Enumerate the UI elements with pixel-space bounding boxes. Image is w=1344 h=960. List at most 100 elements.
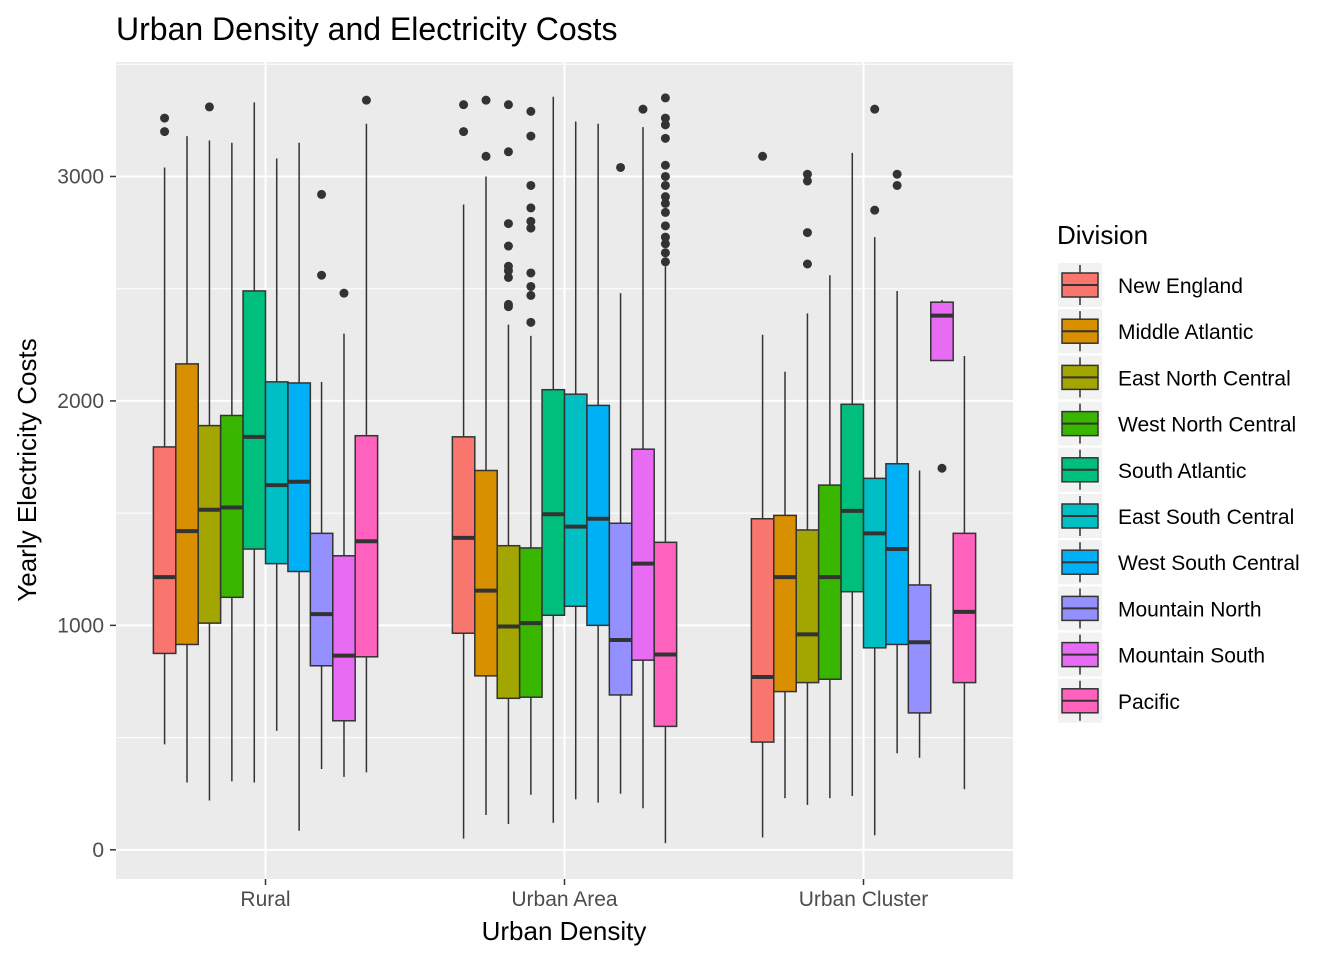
legend-item: South Atlantic: [1058, 447, 1246, 492]
outlier-point: [503, 147, 513, 157]
legend-item: Pacific: [1058, 678, 1180, 723]
x-tick-label: Rural: [240, 888, 290, 911]
legend-label: Mountain North: [1118, 598, 1262, 621]
box-2-8: [930, 299, 954, 473]
box-rect: [332, 555, 356, 722]
box-0-9: [354, 95, 379, 773]
outlier-point: [660, 192, 670, 202]
box-0-3: [219, 142, 244, 782]
legend-label: West South Central: [1118, 552, 1300, 575]
outlier-point: [892, 169, 902, 179]
box-2-7: [907, 470, 932, 758]
outlier-point: [526, 203, 536, 213]
outlier-point: [892, 180, 902, 190]
box-rect: [862, 477, 887, 649]
box-1-0: [451, 100, 476, 839]
x-tick-label: Urban Cluster: [799, 888, 929, 911]
outlier-point: [317, 270, 327, 280]
outlier-point: [937, 463, 947, 473]
chart-title: Urban Density and Electricity Costs: [116, 11, 618, 47]
box-rect: [586, 404, 611, 627]
outlier-point: [758, 151, 768, 161]
outlier-point: [503, 261, 513, 271]
outlier-point: [503, 241, 513, 251]
outlier-point: [160, 113, 170, 123]
box-rect: [451, 436, 476, 634]
outlier-point: [204, 102, 214, 112]
box-rect: [563, 393, 588, 608]
outlier-point: [526, 180, 536, 190]
y-tick-label: 3000: [57, 165, 104, 188]
box-rect: [152, 446, 177, 655]
outlier-point: [339, 288, 349, 298]
outlier-point: [526, 131, 536, 141]
x-axis-title: Urban Density: [482, 916, 647, 946]
outlier-point: [526, 268, 536, 278]
box-1-3: [518, 106, 543, 795]
y-tick-label: 0: [92, 839, 104, 862]
box-2-0: [750, 151, 775, 838]
outlier-point: [802, 259, 812, 269]
outlier-point: [870, 104, 880, 114]
x-axis: Rural Urban Area Urban Cluster: [240, 879, 928, 911]
box-1-7: [608, 162, 633, 794]
box-2-9: [952, 356, 977, 790]
box-1-6: [586, 123, 611, 803]
outlier-point: [660, 207, 670, 217]
outlier-point: [660, 113, 670, 123]
box-1-5: [563, 121, 588, 800]
legend-item: East South Central: [1058, 494, 1294, 538]
outlier-point: [660, 160, 670, 170]
box-2-2: [795, 169, 820, 805]
box-rect: [653, 541, 678, 728]
box-rect: [952, 532, 977, 684]
legend-label: East North Central: [1118, 367, 1291, 390]
box-0-2: [197, 102, 222, 801]
outlier-point: [660, 171, 670, 181]
legend-item: East North Central: [1058, 355, 1291, 400]
box-rect: [840, 403, 865, 593]
box-rect: [907, 584, 932, 714]
outlier-point: [638, 104, 648, 114]
box-rect: [354, 434, 379, 658]
box-rect: [930, 301, 954, 362]
box-1-9: [653, 93, 678, 844]
outlier-point: [459, 100, 469, 110]
outlier-point: [160, 127, 170, 137]
box-rect: [750, 518, 775, 743]
outlier-point: [526, 290, 536, 300]
legend-label: Middle Atlantic: [1118, 321, 1253, 344]
legend-label: South Atlantic: [1118, 460, 1246, 483]
outlier-point: [526, 223, 536, 233]
box-2-6: [885, 169, 910, 754]
y-axis-title: Yearly Electricity Costs: [12, 338, 42, 601]
box-series: [152, 93, 977, 844]
outlier-point: [503, 100, 513, 110]
outlier-point: [660, 221, 670, 231]
box-rect: [197, 424, 222, 624]
box-rect: [175, 363, 199, 646]
outlier-point: [802, 228, 812, 238]
box-rect: [631, 448, 655, 661]
legend-label: West North Central: [1118, 414, 1296, 437]
box-rect: [242, 290, 267, 550]
outlier-point: [503, 219, 513, 229]
outlier-point: [660, 248, 670, 258]
box-0-4: [242, 102, 267, 783]
outlier-point: [616, 162, 626, 172]
box-rect: [608, 522, 633, 696]
box-rect: [496, 544, 521, 700]
legend-label: Pacific: [1118, 691, 1180, 714]
y-tick-label: 1000: [57, 614, 104, 637]
box-1-2: [496, 100, 521, 825]
box-0-6: [287, 142, 312, 831]
outlier-point: [870, 205, 880, 215]
legend-label: New England: [1118, 275, 1243, 298]
legend-item: West North Central: [1058, 401, 1296, 446]
box-0-1: [175, 136, 199, 783]
outlier-point: [660, 93, 670, 103]
legend: New England Middle Atlantic East North Cen…: [1058, 263, 1300, 723]
box-rect: [795, 529, 820, 684]
outlier-point: [660, 198, 670, 208]
